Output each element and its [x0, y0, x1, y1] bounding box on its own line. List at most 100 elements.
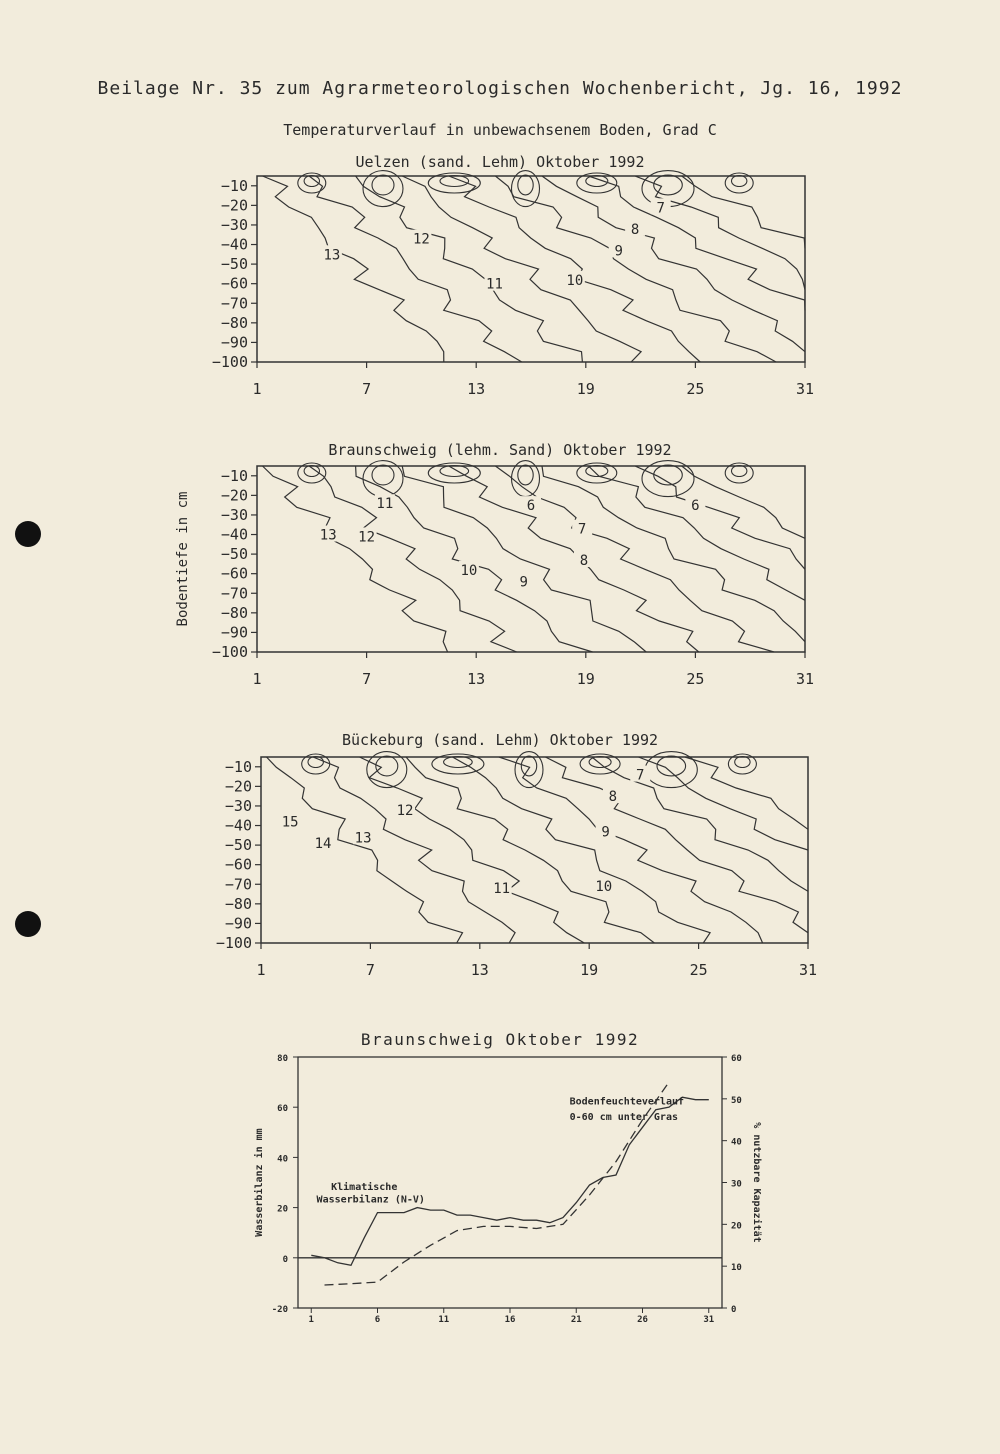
contour-label-bg — [685, 496, 706, 513]
plot-frame — [256, 465, 806, 653]
page-subtitle: Temperaturverlauf in unbewachsenem Boden… — [283, 121, 717, 139]
isotherm-line — [448, 175, 701, 363]
isotherm-loop — [431, 753, 485, 775]
series-line-water-balance — [311, 1096, 709, 1267]
contour-label-bg — [395, 800, 416, 817]
contour-label-bg — [630, 765, 651, 782]
contour-label: 12 — [397, 803, 414, 819]
y-tick-label: −40 — [225, 817, 252, 835]
isotherm-line — [359, 756, 585, 944]
isotherm-line — [401, 175, 643, 363]
contour-label: 9 — [614, 243, 622, 259]
isotherm-line — [308, 465, 518, 653]
contour-label-bg — [564, 270, 585, 287]
chart-title-uelzen: Uelzen (sand. Lehm) Oktober 1992 — [355, 153, 645, 171]
annotation-label: Bodenfeuchteverlauf — [570, 1097, 684, 1108]
y-tick-label: 0 — [283, 1255, 288, 1265]
isotherm-line — [308, 175, 523, 363]
contour-label: 10 — [460, 563, 477, 579]
contour-label-bg — [280, 812, 301, 829]
contour-label-bg — [593, 877, 614, 894]
isotherm-loop — [724, 462, 754, 484]
contour-label: 7 — [636, 768, 644, 784]
contour-label: 14 — [315, 836, 332, 852]
y-tick-label: −100 — [212, 643, 248, 661]
isotherm-loop — [585, 174, 609, 188]
y2-tick-label: 60 — [731, 1054, 742, 1064]
isotherm-line — [262, 465, 449, 653]
isotherm-loop — [727, 753, 757, 775]
y-tick-label: −90 — [221, 623, 248, 641]
isotherm-loop — [514, 751, 544, 789]
isotherm-line — [541, 175, 806, 353]
contour-label-bg — [602, 787, 623, 804]
y-tick-label: −30 — [225, 797, 252, 815]
contour-label: 6 — [527, 498, 535, 514]
y-tick-label: −70 — [221, 584, 248, 602]
y-axis-label: Bodentiefe in cm — [175, 492, 191, 627]
contour-label: 9 — [519, 575, 527, 591]
y-tick-label: −80 — [221, 604, 248, 622]
isotherm-loop — [641, 460, 695, 498]
isotherm-loop — [297, 462, 327, 484]
contour-label: 7 — [656, 200, 664, 216]
isotherm-line — [634, 175, 806, 290]
isotherm-line — [452, 756, 712, 944]
contour-label: 9 — [601, 824, 609, 840]
y-tick-label: −40 — [221, 236, 248, 254]
x-tick-label: 19 — [577, 670, 595, 688]
contour-label: 13 — [355, 830, 372, 846]
y-tick-label: −30 — [221, 216, 248, 234]
chart-title-braunschweig: Braunschweig (lehm. Sand) Oktober 1992 — [328, 441, 672, 459]
x-tick-label: 13 — [467, 670, 485, 688]
isotherm-loop — [297, 172, 327, 194]
isotherm-loop — [576, 462, 618, 484]
contour-label-bg — [318, 525, 339, 542]
x-tick-label: 1 — [309, 1315, 314, 1325]
y-tick-label: −100 — [212, 353, 248, 371]
isotherm-line — [312, 756, 516, 944]
contour-label: 8 — [580, 553, 588, 569]
x-tick-label: 13 — [471, 961, 489, 979]
isotherm-line — [262, 175, 445, 363]
isotherm-loop — [588, 755, 612, 769]
y-tick-label: 60 — [277, 1104, 288, 1114]
y-tick-label: −40 — [221, 526, 248, 544]
isotherm-line — [498, 756, 764, 944]
isotherm-line — [545, 756, 809, 934]
contour-label: 7 — [578, 522, 586, 538]
y-tick-label: −20 — [225, 777, 252, 795]
punch-hole — [15, 521, 41, 547]
x-tick-label: 16 — [505, 1315, 516, 1325]
isotherm-loop — [579, 753, 621, 775]
isotherm-line — [681, 175, 806, 249]
y2-tick-label: 0 — [731, 1305, 736, 1315]
isotherm-loop — [724, 172, 754, 194]
contour-label-bg — [458, 560, 479, 577]
chart-title-bueckeburg: Bückeburg (sand. Lehm) Oktober 1992 — [341, 731, 659, 749]
isotherm-line — [495, 175, 777, 363]
isotherm-line — [681, 465, 806, 539]
isotherm-loop — [517, 464, 534, 486]
contour-label-bg — [321, 245, 342, 262]
isotherm-line — [591, 756, 809, 892]
y-axis-label: Wasserbilanz in mm — [253, 1128, 265, 1236]
isotherm-line — [638, 756, 809, 851]
y2-tick-label: 40 — [731, 1138, 742, 1148]
isotherm-line — [405, 756, 655, 944]
isotherm-loop — [520, 755, 538, 777]
chart-title-water-balance: Braunschweig Oktober 1992 — [360, 1030, 640, 1049]
y-tick-label: −20 — [221, 486, 248, 504]
contour-label: 6 — [691, 498, 699, 514]
contour-label-bg — [595, 822, 616, 839]
y-tick-label: −70 — [221, 294, 248, 312]
y-tick-label: −10 — [225, 758, 252, 776]
isotherm-line — [355, 465, 593, 653]
y-tick-label: −70 — [225, 875, 252, 893]
y-tick-label: −90 — [225, 914, 252, 932]
isotherm-loop — [730, 464, 748, 478]
y-tick-label: −100 — [216, 934, 252, 952]
isotherm-loop — [439, 174, 470, 188]
contour-label: 11 — [486, 277, 503, 293]
y-tick-label: −10 — [221, 467, 248, 485]
